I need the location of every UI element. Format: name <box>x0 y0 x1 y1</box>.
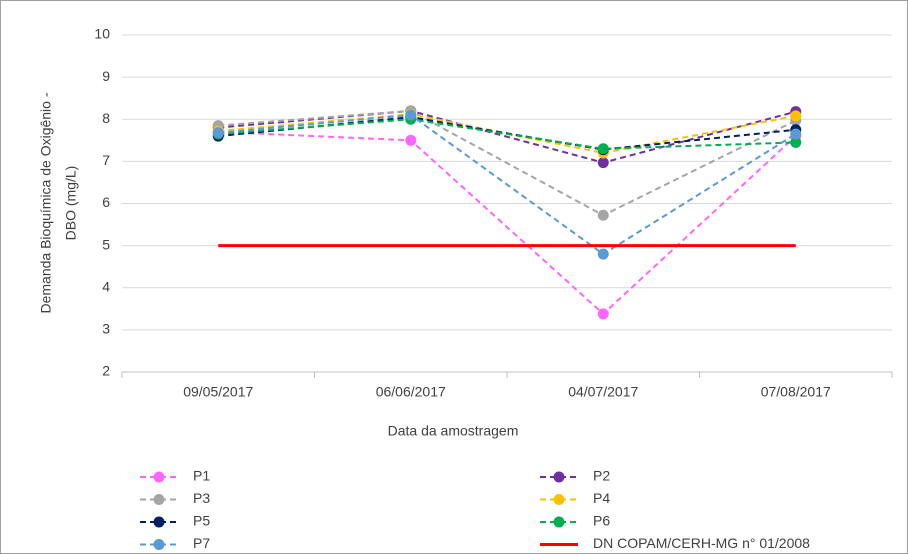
legend-marker <box>153 539 165 550</box>
data-point <box>790 110 802 122</box>
y-axis-label: Demanda Bioquímica de Oxigênio - <box>38 92 54 313</box>
y-tick-label: 4 <box>102 278 110 294</box>
data-point <box>405 109 417 121</box>
legend-marker <box>153 471 165 483</box>
x-axis-label: Data da amostragem <box>388 423 519 439</box>
series-line <box>218 130 797 316</box>
y-tick-label: 2 <box>102 363 110 379</box>
legend-label: DN COPAM/CERH-MG n° 01/2008 <box>593 535 810 551</box>
data-point <box>597 308 609 320</box>
x-tick-label: 09/05/2017 <box>183 384 253 400</box>
y-tick-label: 10 <box>94 26 110 42</box>
legend-label: P3 <box>193 490 210 506</box>
legend-marker <box>553 516 565 528</box>
y-tick-label: 5 <box>102 236 110 252</box>
series-line <box>218 114 797 256</box>
legend-label: P1 <box>193 468 210 484</box>
series-line <box>218 109 797 217</box>
data-point <box>597 248 609 260</box>
x-tick-label: 07/08/2017 <box>761 384 831 400</box>
data-point <box>212 127 224 139</box>
x-tick-label: 06/06/2017 <box>376 384 446 400</box>
data-point <box>597 209 609 221</box>
y-tick-label: 6 <box>102 194 110 210</box>
legend-marker <box>553 471 565 483</box>
x-tick-label: 04/07/2017 <box>568 384 638 400</box>
legend-label: P7 <box>193 535 210 551</box>
data-point <box>790 128 802 140</box>
y-tick-label: 7 <box>102 152 110 168</box>
y-tick-label: 8 <box>102 110 110 126</box>
y-axis-label: DBO (mg/L) <box>63 166 79 241</box>
legend-label: P2 <box>593 468 610 484</box>
legend-marker <box>553 494 565 505</box>
data-point <box>597 157 609 169</box>
series-line <box>218 109 797 164</box>
y-tick-label: 3 <box>102 321 110 337</box>
series-line <box>218 118 796 150</box>
legend-marker <box>153 494 165 505</box>
legend-label: P6 <box>593 513 610 529</box>
legend-label: P5 <box>193 513 210 529</box>
data-point <box>597 143 609 155</box>
data-point <box>405 134 417 146</box>
y-tick-label: 9 <box>102 68 110 84</box>
data-point <box>790 136 802 148</box>
legend-marker <box>153 516 165 528</box>
legend-label: P4 <box>593 490 610 506</box>
